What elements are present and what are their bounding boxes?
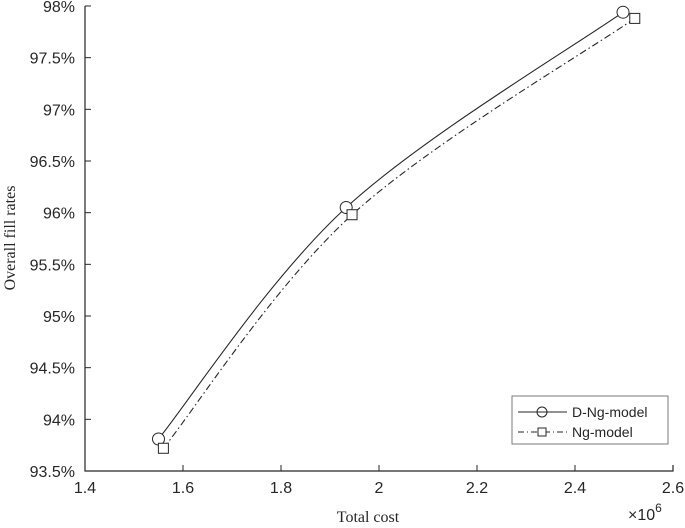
legend-label-d-ng-model: D-Ng-model [572,404,647,420]
y-tick-label: 95% [43,309,75,326]
y-tick-label: 97% [43,102,75,119]
y-tick-label: 94.5% [30,361,75,378]
square-marker-icon [629,12,641,24]
y-tick-label: 96% [43,206,75,223]
y-tick-label: 96.5% [30,154,75,171]
series-line-d-ng-model [158,11,624,440]
y-tick-label: 93.5% [30,464,75,481]
legend-label-ng-model: Ng-model [572,424,633,440]
y-tick-label: 95.5% [30,257,75,274]
x-tick-label: 2.6 [662,480,684,497]
y-tick-label: 97.5% [30,51,75,68]
square-marker-icon [537,427,547,437]
x-tick-label: 2 [375,480,384,497]
circle-marker-icon [616,5,630,19]
x-tick-label: 1.4 [74,480,96,497]
series-group [152,5,641,454]
y-axis-label: Overall fill rates [2,186,19,291]
circle-marker-icon [536,406,548,418]
square-marker-icon [157,442,169,454]
series-line-ng-model [162,17,636,449]
x-tick-label: 1.6 [172,480,194,497]
x-axis-exponent: ×106 [628,501,662,524]
x-tick-label: 2.2 [466,480,488,497]
x-tick-label: 1.8 [270,480,292,497]
y-tick-label: 94% [43,412,75,429]
legend: D-Ng-model Ng-model [511,395,669,445]
axes: 1.4 1.6 1.8 2 2.2 2.4 2.6 93.5% 94% 94.5% 95% 95.5%… [30,0,685,497]
x-tick-label: 2.4 [564,480,586,497]
square-marker-icon [346,209,358,221]
y-tick-label: 98% [43,0,75,16]
x-axis-label: Total cost [337,509,400,526]
